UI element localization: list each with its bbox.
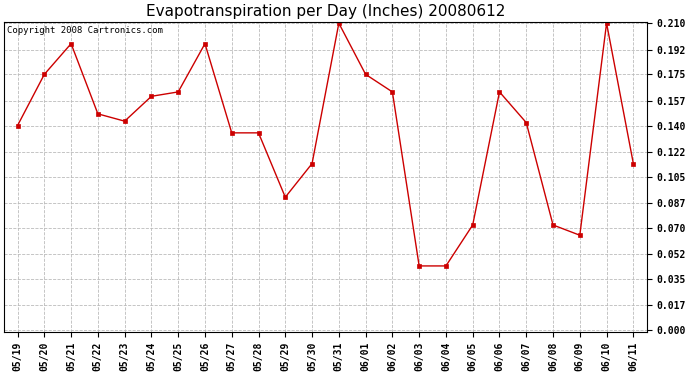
- Text: Copyright 2008 Cartronics.com: Copyright 2008 Cartronics.com: [8, 26, 164, 35]
- Title: Evapotranspiration per Day (Inches) 20080612: Evapotranspiration per Day (Inches) 2008…: [146, 4, 505, 19]
